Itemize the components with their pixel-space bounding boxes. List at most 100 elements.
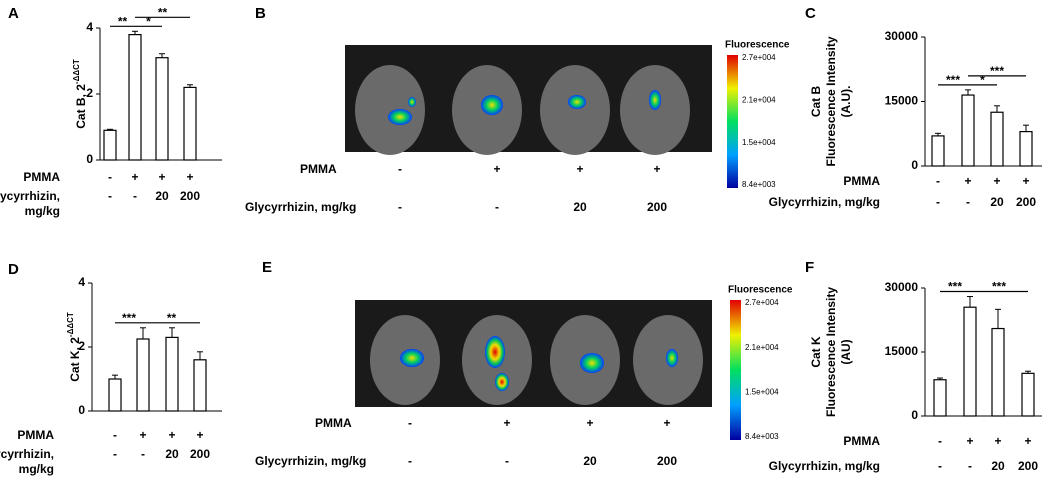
treatment-label: PMMA: [300, 162, 337, 176]
colorbar: [730, 300, 741, 440]
error-bar: [132, 30, 138, 35]
treatment-value: +: [131, 170, 138, 184]
treatment-value: +: [1022, 174, 1029, 188]
treatment-value: -: [113, 428, 117, 442]
bar: [165, 336, 179, 412]
bar: [183, 86, 197, 161]
treatment-value: +: [663, 416, 670, 430]
y-tick-label: 2: [86, 86, 93, 100]
bar: [128, 33, 142, 161]
bar: [103, 129, 117, 161]
y-tick-label: 2: [78, 339, 85, 353]
treatment-value: +: [186, 170, 193, 184]
colorbar: [727, 55, 738, 188]
y-label: Cat K, 2-ΔΔCT: [66, 312, 82, 382]
y-label-sup: -ΔΔCT: [72, 59, 81, 84]
treatment-label: PMMA: [843, 434, 880, 448]
treatment-value: +: [196, 428, 203, 442]
mouse-image-b: [345, 45, 712, 155]
y-tick-label: 15000: [885, 94, 919, 108]
significance-label: *: [146, 14, 151, 28]
treatment-label: mg/kg: [19, 462, 54, 476]
panel-letter: D: [8, 261, 19, 278]
colorbar-tick-label: 1.5e+004: [742, 138, 776, 147]
treatment-value: +: [653, 162, 660, 176]
treatment-label: Glycyrrhizin, mg/kg: [255, 454, 366, 468]
treatment-value: -: [113, 447, 117, 461]
y-tick-label: 0: [78, 403, 85, 417]
treatment-value: -: [408, 454, 412, 468]
panel-letter: F: [805, 259, 814, 276]
treatment-value: -: [936, 195, 940, 209]
treatment-value: -: [938, 434, 942, 448]
treatment-value: +: [493, 162, 500, 176]
significance-label: **: [118, 14, 128, 28]
treatment-value: +: [168, 428, 175, 442]
treatment-label: PMMA: [23, 170, 60, 184]
error-bar: [159, 53, 165, 58]
y-label-line: Cat B: [809, 86, 823, 118]
y-label-line: (AU): [839, 339, 853, 364]
treatment-value: -: [108, 189, 112, 203]
treatment-value: +: [964, 174, 971, 188]
treatment-label: PMMA: [17, 428, 54, 442]
treatment-value: 20: [583, 454, 597, 468]
error-bar: [1023, 124, 1029, 132]
treatment-label: Glycyrrhizin, mg/kg: [769, 459, 880, 473]
treatment-value: 200: [190, 447, 210, 461]
y-label-line: Fluorescence Intensity: [824, 287, 838, 417]
colorbar-title: Fluorescence: [728, 285, 793, 296]
y-tick-label: 30000: [885, 29, 919, 43]
colorbar-tick-label: 2.7e+004: [745, 298, 779, 307]
error-bar: [107, 128, 113, 131]
panel-letter: C: [805, 5, 816, 22]
colorbar-tick-label: 1.5e+004: [745, 387, 779, 396]
colorbar-tick-label: 2.1e+004: [745, 343, 779, 352]
y-tick-label: 0: [86, 152, 93, 166]
treatment-value: -: [968, 459, 972, 473]
y-tick-label: 0: [911, 158, 918, 172]
significance-label: ***: [948, 280, 962, 294]
treatment-value: 20: [990, 195, 1004, 209]
colorbar-tick-label: 2.7e+004: [742, 53, 776, 62]
mouse-image-e: [355, 300, 712, 407]
y-label-line: (A.U).: [839, 86, 853, 118]
bar: [963, 306, 977, 417]
treatment-value: -: [141, 447, 145, 461]
error-bar: [140, 327, 146, 339]
treatment-label: Glycyrrhizin, mg/kg: [769, 195, 880, 209]
y-tick-label: 15000: [885, 344, 919, 358]
y-tick-label: 4: [78, 275, 85, 289]
treatment-value: 200: [657, 454, 677, 468]
significance-label: **: [158, 5, 168, 19]
bar: [108, 378, 122, 412]
treatment-label: mg/kg: [25, 204, 60, 218]
y-label-line: Cat B, 2-ΔΔCT: [72, 59, 88, 129]
treatment-value: +: [158, 170, 165, 184]
bar: [933, 379, 947, 417]
y-label: Cat K Fluorescence Intensity (AU): [809, 287, 853, 417]
panel-letter: B: [255, 5, 266, 22]
error-bar: [995, 308, 1001, 329]
error-bar: [1025, 370, 1031, 374]
significance-label: **: [167, 311, 177, 325]
bar: [990, 111, 1004, 167]
y-label-line: Cat K: [809, 336, 823, 368]
y-tick-label: 30000: [885, 280, 919, 294]
error-bar: [935, 132, 941, 136]
significance-label: ***: [990, 64, 1004, 78]
treatment-value: 200: [1018, 459, 1038, 473]
treatment-value: 20: [155, 189, 169, 203]
treatment-value: +: [1024, 434, 1031, 448]
bar: [991, 327, 1005, 417]
y-label: Cat B Fluorescence Intensity (A.U).: [809, 36, 853, 166]
y-label: Cat B, 2-ΔΔCT: [72, 59, 88, 129]
treatment-value: -: [495, 200, 499, 214]
error-bar: [967, 296, 973, 308]
treatment-value: -: [505, 454, 509, 468]
error-bar: [187, 84, 193, 88]
treatment-value: +: [503, 416, 510, 430]
error-bar: [112, 374, 118, 379]
treatment-label: Glycyrrhizin,: [0, 189, 60, 203]
